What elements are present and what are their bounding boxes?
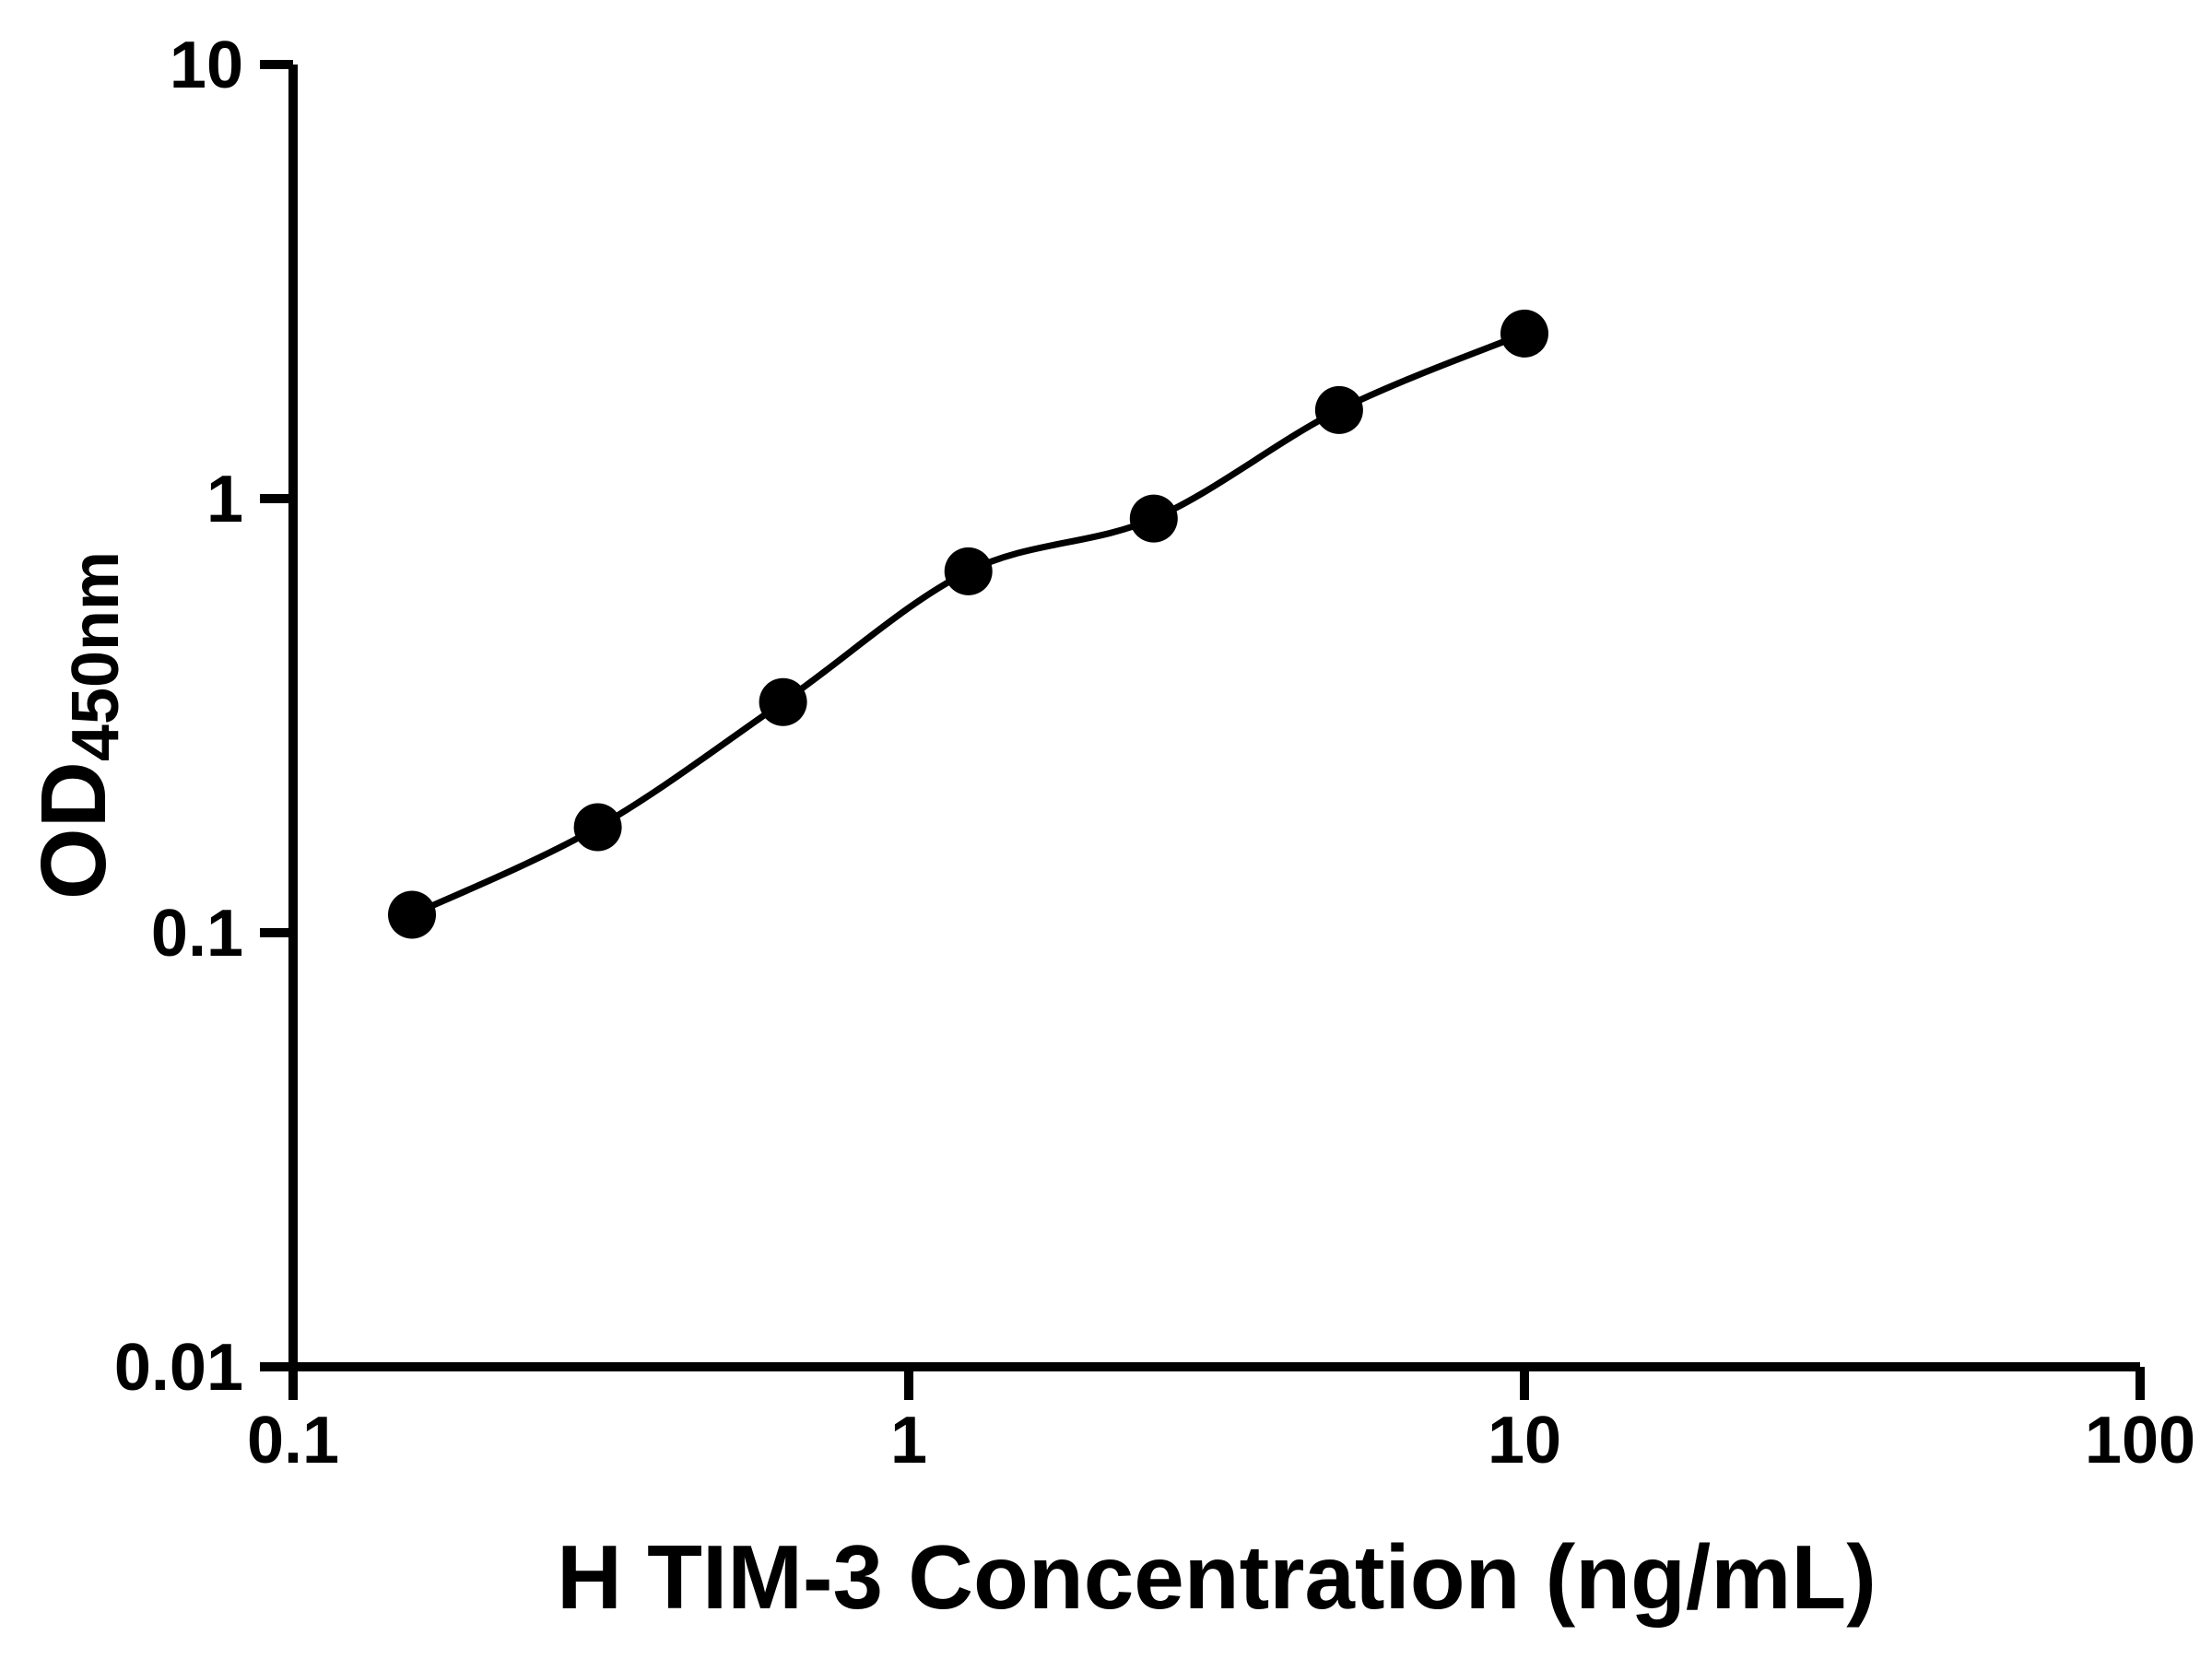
y-tick-label: 0.01 — [114, 1331, 243, 1405]
axes-spines — [288, 65, 2140, 1371]
data-point — [573, 803, 622, 852]
data-point — [759, 677, 807, 726]
x-tick-label: 10 — [1488, 1404, 1561, 1477]
x-tick-label: 1 — [890, 1404, 927, 1477]
y-axis-label-text: OD — [22, 761, 125, 900]
data-point — [1314, 385, 1363, 434]
x-axis-label: H TIM-3 Concentration (ng/mL) — [557, 1526, 1877, 1628]
y-tick-label: 0.1 — [151, 897, 243, 971]
y-tick-label: 1 — [206, 463, 243, 536]
x-tick-label: 0.1 — [247, 1404, 339, 1477]
y-axis-label-subscript: 450nm — [59, 550, 133, 762]
data-point — [1129, 494, 1178, 543]
x-tick-label: 100 — [2085, 1404, 2195, 1477]
data-point — [944, 547, 993, 595]
data-point — [388, 890, 436, 939]
y-axis-label: OD450nm — [22, 551, 133, 900]
y-tick-label: 10 — [170, 29, 243, 102]
data-point — [1500, 309, 1548, 358]
